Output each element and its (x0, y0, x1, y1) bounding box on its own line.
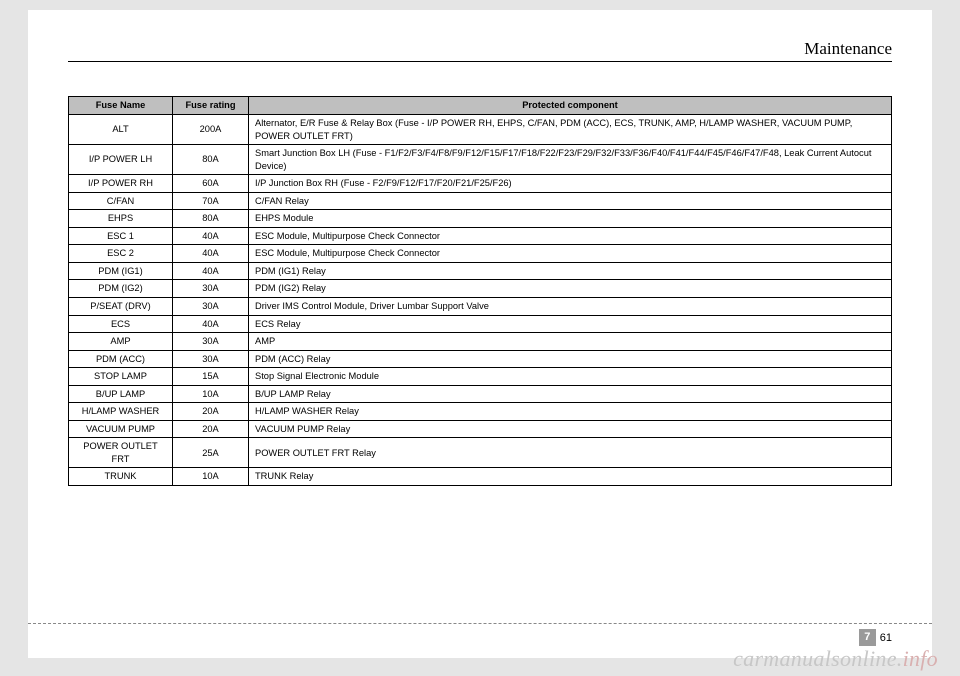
table-row: VACUUM PUMP20AVACUUM PUMP Relay (69, 420, 892, 438)
table-row: TRUNK10ATRUNK Relay (69, 468, 892, 486)
cell-fuse-rating: 30A (173, 280, 249, 298)
cell-fuse-name: TRUNK (69, 468, 173, 486)
table-row: POWER OUTLET FRT25APOWER OUTLET FRT Rela… (69, 438, 892, 468)
watermark-text-b: info (903, 646, 938, 671)
cell-fuse-rating: 10A (173, 468, 249, 486)
cell-protected-component: H/LAMP WASHER Relay (249, 403, 892, 421)
table-row: STOP LAMP15AStop Signal Electronic Modul… (69, 368, 892, 386)
cell-fuse-rating: 80A (173, 210, 249, 228)
cell-fuse-rating: 40A (173, 262, 249, 280)
cell-fuse-rating: 40A (173, 245, 249, 263)
table-row: EHPS80AEHPS Module (69, 210, 892, 228)
cell-fuse-rating: 30A (173, 298, 249, 316)
cell-protected-component: Alternator, E/R Fuse & Relay Box (Fuse -… (249, 115, 892, 145)
cell-protected-component: ECS Relay (249, 315, 892, 333)
page-number: 61 (880, 632, 892, 644)
col-fuse-name: Fuse Name (69, 97, 173, 115)
table-row: PDM (ACC)30APDM (ACC) Relay (69, 350, 892, 368)
cell-fuse-rating: 15A (173, 368, 249, 386)
table-row: B/UP LAMP10AB/UP LAMP Relay (69, 385, 892, 403)
header-rule: Maintenance (68, 38, 892, 62)
header-title: Maintenance (804, 39, 892, 59)
cell-fuse-name: ESC 2 (69, 245, 173, 263)
cell-fuse-name: EHPS (69, 210, 173, 228)
cell-fuse-rating: 10A (173, 385, 249, 403)
cell-fuse-rating: 20A (173, 403, 249, 421)
watermark-text-a: carmanualsonline. (733, 646, 902, 671)
cell-fuse-name: I/P POWER RH (69, 175, 173, 193)
cell-fuse-name: C/FAN (69, 192, 173, 210)
cell-protected-component: C/FAN Relay (249, 192, 892, 210)
fuse-table-wrap: Fuse Name Fuse rating Protected componen… (68, 96, 892, 486)
table-row: ESC 140AESC Module, Multipurpose Check C… (69, 227, 892, 245)
cell-fuse-rating: 30A (173, 350, 249, 368)
cell-fuse-rating: 200A (173, 115, 249, 145)
table-row: ALT200AAlternator, E/R Fuse & Relay Box … (69, 115, 892, 145)
cell-fuse-name: ALT (69, 115, 173, 145)
page: Maintenance Fuse Name Fuse rating Protec… (28, 10, 932, 658)
cell-protected-component: PDM (IG2) Relay (249, 280, 892, 298)
cell-protected-component: AMP (249, 333, 892, 351)
table-row: H/LAMP WASHER20AH/LAMP WASHER Relay (69, 403, 892, 421)
table-row: PDM (IG2)30APDM (IG2) Relay (69, 280, 892, 298)
cell-fuse-name: STOP LAMP (69, 368, 173, 386)
cell-protected-component: Smart Junction Box LH (Fuse - F1/F2/F3/F… (249, 145, 892, 175)
cell-fuse-name: PDM (ACC) (69, 350, 173, 368)
cell-fuse-name: H/LAMP WASHER (69, 403, 173, 421)
cell-protected-component: B/UP LAMP Relay (249, 385, 892, 403)
cell-fuse-name: I/P POWER LH (69, 145, 173, 175)
cell-fuse-rating: 25A (173, 438, 249, 468)
cell-protected-component: ESC Module, Multipurpose Check Connector (249, 227, 892, 245)
cell-fuse-rating: 40A (173, 227, 249, 245)
cell-fuse-name: PDM (IG2) (69, 280, 173, 298)
table-row: PDM (IG1)40APDM (IG1) Relay (69, 262, 892, 280)
cell-fuse-name: B/UP LAMP (69, 385, 173, 403)
cell-fuse-name: AMP (69, 333, 173, 351)
cell-fuse-rating: 70A (173, 192, 249, 210)
cell-fuse-name: P/SEAT (DRV) (69, 298, 173, 316)
table-row: ECS40AECS Relay (69, 315, 892, 333)
cell-protected-component: I/P Junction Box RH (Fuse - F2/F9/F12/F1… (249, 175, 892, 193)
col-fuse-rating: Fuse rating (173, 97, 249, 115)
cell-protected-component: VACUUM PUMP Relay (249, 420, 892, 438)
col-protected-component: Protected component (249, 97, 892, 115)
cell-protected-component: EHPS Module (249, 210, 892, 228)
table-row: AMP30AAMP (69, 333, 892, 351)
cell-protected-component: ESC Module, Multipurpose Check Connector (249, 245, 892, 263)
table-row: I/P POWER RH60AI/P Junction Box RH (Fuse… (69, 175, 892, 193)
cell-fuse-name: ECS (69, 315, 173, 333)
cell-fuse-rating: 20A (173, 420, 249, 438)
fuse-table: Fuse Name Fuse rating Protected componen… (68, 96, 892, 486)
table-header-row: Fuse Name Fuse rating Protected componen… (69, 97, 892, 115)
cell-fuse-name: PDM (IG1) (69, 262, 173, 280)
table-row: I/P POWER LH80ASmart Junction Box LH (Fu… (69, 145, 892, 175)
cell-fuse-rating: 30A (173, 333, 249, 351)
cell-protected-component: PDM (IG1) Relay (249, 262, 892, 280)
page-number-group: 7 61 (859, 629, 892, 646)
cell-protected-component: PDM (ACC) Relay (249, 350, 892, 368)
cell-fuse-name: ESC 1 (69, 227, 173, 245)
cell-protected-component: Stop Signal Electronic Module (249, 368, 892, 386)
watermark: carmanualsonline.info (733, 646, 938, 672)
cell-fuse-rating: 60A (173, 175, 249, 193)
cell-protected-component: TRUNK Relay (249, 468, 892, 486)
table-row: P/SEAT (DRV)30ADriver IMS Control Module… (69, 298, 892, 316)
cell-protected-component: Driver IMS Control Module, Driver Lumbar… (249, 298, 892, 316)
cell-fuse-name: POWER OUTLET FRT (69, 438, 173, 468)
footer-divider (28, 623, 932, 624)
table-row: C/FAN70AC/FAN Relay (69, 192, 892, 210)
cell-fuse-rating: 40A (173, 315, 249, 333)
cell-fuse-rating: 80A (173, 145, 249, 175)
cell-protected-component: POWER OUTLET FRT Relay (249, 438, 892, 468)
table-row: ESC 240AESC Module, Multipurpose Check C… (69, 245, 892, 263)
cell-fuse-name: VACUUM PUMP (69, 420, 173, 438)
page-section-box: 7 (859, 629, 876, 646)
